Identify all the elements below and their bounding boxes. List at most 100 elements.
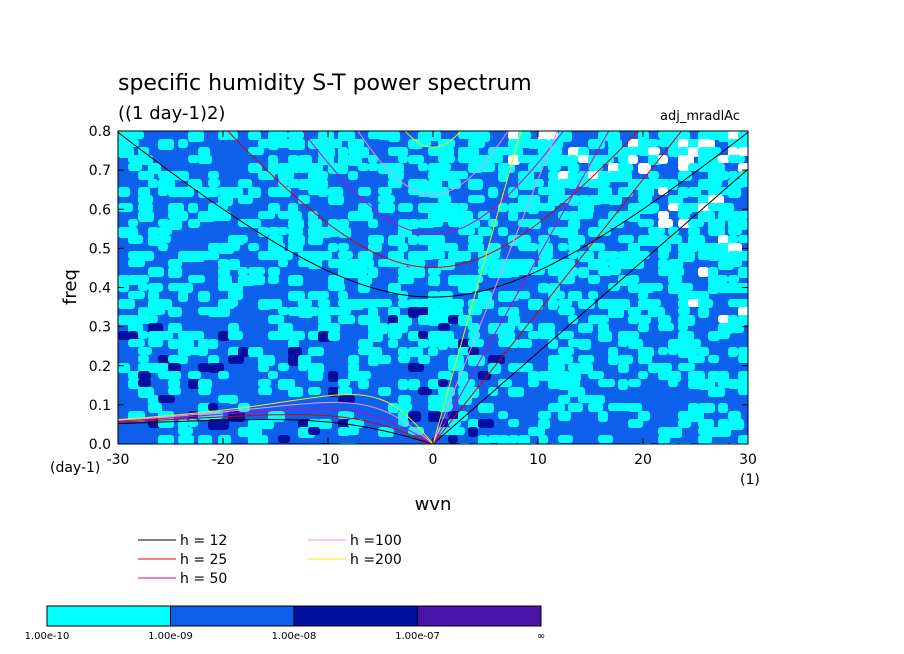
contour-patch [618, 355, 633, 364]
contour-patch [118, 299, 135, 309]
contour-patch [718, 155, 730, 163]
contour-patch [568, 235, 585, 245]
contour-patch [718, 235, 729, 245]
contour-patch [538, 435, 548, 444]
contour-patch [508, 291, 519, 301]
colorbar-label: 1.00e-10 [25, 631, 70, 642]
contour-patch [738, 171, 748, 179]
contour-patch [158, 227, 172, 235]
contour-patch [728, 347, 738, 357]
contour-patch [518, 131, 531, 140]
contour-patch [468, 243, 484, 252]
contour-patch [548, 147, 562, 156]
contour-patch [398, 403, 412, 411]
contour-patch [188, 131, 204, 142]
contour-patch [688, 371, 705, 381]
contour-patch [408, 411, 421, 422]
contour-patch [598, 331, 612, 342]
contour-patch [248, 275, 265, 285]
contour-patch [288, 219, 304, 229]
contour-patch [688, 235, 705, 245]
x-tick-label: 0 [429, 452, 438, 468]
contour-patch [728, 275, 739, 283]
dispersion-curve [432, 131, 683, 444]
contour-patch [618, 275, 629, 286]
contour-patch [338, 291, 348, 300]
contour-patch [618, 363, 629, 373]
contour-patch [578, 323, 593, 333]
dispersion-curve [404, 131, 462, 148]
dispersion-curve [118, 419, 434, 444]
contour-patch [418, 139, 431, 147]
contour-patch [208, 171, 219, 179]
contour-patch [468, 427, 478, 437]
contour-patch [688, 147, 700, 157]
contour-patch [158, 331, 173, 340]
contour-patch [368, 355, 379, 366]
colorbar-label: ∞ [537, 631, 545, 642]
contour-patch [128, 315, 139, 325]
contour-patch [488, 243, 501, 253]
contour-patch [388, 163, 404, 173]
contour-patch [468, 219, 480, 228]
contour-patch [428, 251, 445, 259]
contour-patch [348, 427, 359, 435]
contour-patch [648, 203, 659, 213]
contour-patch [718, 315, 730, 323]
contour-patch [118, 331, 130, 340]
contour-patch [248, 147, 264, 155]
y-tick-label: 0.8 [89, 124, 111, 140]
contour-patch [528, 243, 538, 251]
contour-patch [548, 171, 559, 180]
legend-label: h =200 [350, 552, 402, 568]
contour-patch [198, 363, 211, 372]
contour-patch [728, 251, 741, 260]
contour-patch [718, 331, 730, 339]
contour-patch [548, 403, 565, 412]
contour-patch [148, 291, 159, 301]
contour-patch [408, 299, 421, 308]
contour-patch [238, 267, 248, 276]
contour-patch [678, 299, 691, 308]
contour-patch [598, 155, 614, 164]
colorbar-label: 1.00e-07 [395, 631, 440, 642]
contour-patch [178, 171, 189, 181]
contour-patch [318, 299, 330, 308]
contour-patch [248, 347, 263, 357]
contour-patch [638, 315, 651, 324]
contour-patch [158, 419, 174, 428]
contour-patch [218, 259, 229, 269]
contour-patch [418, 355, 430, 364]
contour-patch [728, 155, 745, 163]
contour-patch [168, 323, 182, 333]
contour-patch [598, 179, 610, 187]
y-tick-label: 0.6 [89, 202, 111, 218]
contour-patch [458, 411, 468, 421]
contour-patch [738, 139, 748, 147]
contour-patch [288, 355, 301, 366]
contour-patch [548, 299, 558, 310]
contour-patch [358, 203, 372, 213]
contour-patch [568, 403, 583, 412]
contour-patch [698, 195, 710, 205]
y-tick-label: 0.0 [89, 437, 111, 453]
contour-patch [578, 355, 594, 363]
dispersion-curve [432, 168, 748, 444]
contour-patch [728, 187, 741, 198]
contour-patch [528, 203, 539, 214]
contour-patch [688, 299, 701, 307]
contour-patch [138, 331, 148, 339]
contour-patch [408, 235, 418, 245]
x-tick-label: -20 [212, 452, 235, 468]
contour-patch [248, 131, 261, 140]
experiment-tag: adj_mradlAc [660, 109, 740, 124]
contour-patch [638, 195, 652, 203]
contour-patch [188, 203, 198, 213]
contour-patch [698, 267, 709, 277]
contour-patch [658, 187, 668, 195]
contour-patch [398, 379, 408, 390]
contour-patch [568, 227, 578, 237]
contour-patch [358, 267, 368, 275]
contour-patch [288, 243, 303, 252]
contour-patch [618, 403, 631, 411]
